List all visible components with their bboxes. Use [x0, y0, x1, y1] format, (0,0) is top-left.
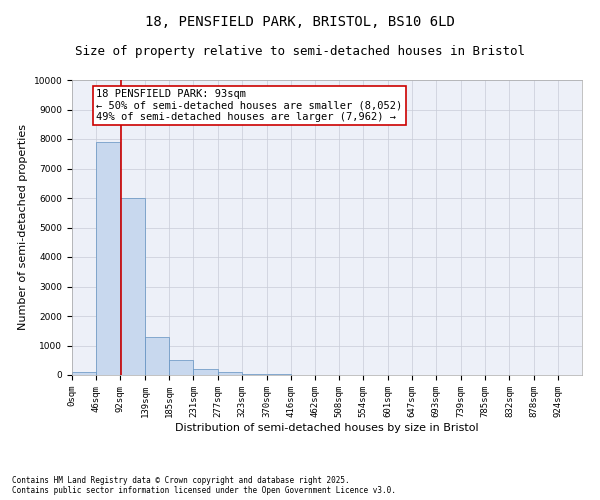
- Y-axis label: Number of semi-detached properties: Number of semi-detached properties: [18, 124, 28, 330]
- Bar: [145, 336, 169, 375]
- Text: Contains public sector information licensed under the Open Government Licence v3: Contains public sector information licen…: [12, 486, 396, 495]
- X-axis label: Distribution of semi-detached houses by size in Bristol: Distribution of semi-detached houses by …: [175, 422, 479, 432]
- Text: 18 PENSFIELD PARK: 93sqm
← 50% of semi-detached houses are smaller (8,052)
49% o: 18 PENSFIELD PARK: 93sqm ← 50% of semi-d…: [96, 89, 403, 122]
- Text: Contains HM Land Registry data © Crown copyright and database right 2025.: Contains HM Land Registry data © Crown c…: [12, 476, 350, 485]
- Bar: [169, 360, 193, 375]
- Bar: [266, 374, 291, 375]
- Bar: [121, 198, 145, 375]
- Bar: [242, 374, 266, 375]
- Bar: [218, 372, 242, 375]
- Bar: [193, 369, 218, 375]
- Text: Size of property relative to semi-detached houses in Bristol: Size of property relative to semi-detach…: [75, 45, 525, 58]
- Bar: [72, 372, 96, 375]
- Text: 18, PENSFIELD PARK, BRISTOL, BS10 6LD: 18, PENSFIELD PARK, BRISTOL, BS10 6LD: [145, 15, 455, 29]
- Bar: [96, 142, 121, 375]
